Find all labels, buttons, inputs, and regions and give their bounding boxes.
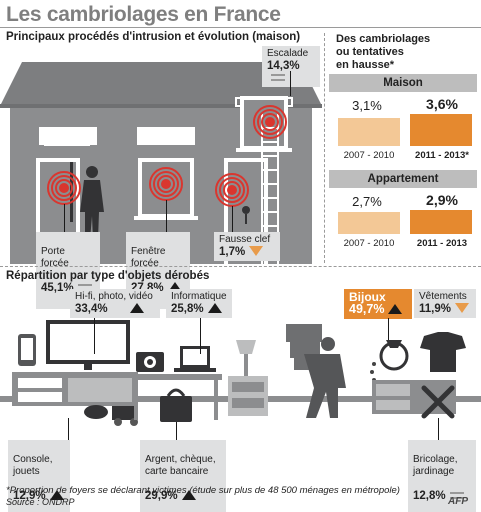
label-info: Informatique 25,8%	[166, 289, 232, 318]
appart-p1: 2007 - 2010	[343, 238, 395, 249]
maison-v2: 3,6%	[426, 96, 458, 112]
maison-p2: 2011 - 2013*	[415, 150, 469, 161]
clef-pct: 1,7%	[219, 246, 246, 258]
escalade-pct: 14,3%	[267, 60, 300, 72]
maison-p1: 2007 - 2010	[343, 150, 395, 161]
page-title: Les cambriolages en France	[6, 3, 281, 26]
appart-v1: 2,7%	[352, 194, 382, 209]
section-divider	[0, 266, 481, 267]
trend-down-icon	[454, 303, 469, 313]
leader-info	[200, 318, 201, 354]
clef-label: Fausse clef	[219, 234, 271, 245]
maison-bar-1	[338, 118, 400, 146]
trend-down-icon	[249, 246, 264, 256]
bijoux-pct: 49,7%	[349, 302, 385, 316]
leader-argent	[176, 422, 177, 440]
label-console: Console, jouets 12,9%	[8, 440, 70, 512]
section-intrusion-title: Principaux procédés d'intrusion et évolu…	[6, 31, 301, 43]
escalade-label: Escalade	[267, 48, 309, 59]
trend-up-icon	[207, 303, 222, 313]
afp-logo: AFP	[448, 496, 468, 507]
leader-bijoux	[388, 318, 389, 340]
info-pct: 25,8%	[171, 303, 204, 315]
label-argent: Argent, chèque, carte bancaire 29,9%	[140, 440, 226, 512]
trend-up-icon	[388, 304, 403, 314]
stable-icon	[271, 74, 285, 81]
stable-icon	[449, 492, 464, 499]
hifi-label: Hi-fi, photo, vidéo	[75, 291, 153, 302]
target-escalade	[253, 105, 287, 139]
fenetre-label: Fenêtre forcée	[131, 246, 166, 269]
vetements-pct: 11,9%	[419, 303, 451, 315]
porte-label: Porte forcée	[41, 246, 69, 269]
label-bijoux: Bijoux 49,7%	[344, 289, 412, 319]
trend-up-icon	[167, 282, 182, 292]
appart-bar-2	[410, 210, 472, 234]
trend-up-icon	[181, 490, 196, 500]
maison-bar-2	[410, 114, 472, 146]
porte-pct: 45,1%	[41, 282, 74, 294]
argent-pct: 29,9%	[145, 490, 178, 502]
label-vetements: Vêtements 11,9%	[414, 289, 476, 318]
bricolage-label: Bricolage, jardinage	[413, 454, 458, 477]
leader-hifi	[94, 318, 95, 354]
appart-p2: 2011 - 2013	[416, 238, 468, 249]
section-objects-title: Répartition par type d'objets dérobés	[6, 270, 210, 282]
title-divider	[0, 27, 481, 28]
panel-title: Des cambriolages ou tentatives en hausse…	[336, 33, 431, 71]
maison-v1: 3,1%	[352, 98, 382, 113]
leader-porte	[64, 204, 65, 232]
vetements-label: Vêtements	[419, 291, 467, 302]
objects-illustration	[0, 320, 481, 426]
band-maison: Maison	[329, 74, 477, 92]
trend-up-icon	[129, 303, 144, 313]
appart-v2: 2,9%	[426, 192, 458, 208]
argent-label: Argent, chèque, carte bancaire	[145, 454, 216, 477]
label-escalade: Escalade 14,3%	[262, 46, 320, 87]
target-clef	[215, 173, 249, 207]
source: Source : ONDRP	[6, 497, 75, 507]
band-appartement: Appartement	[329, 170, 477, 188]
leader-clef	[232, 206, 233, 232]
label-bricolage: Bricolage, jardinage 12,8%	[408, 440, 476, 512]
target-fenetre	[149, 167, 183, 201]
target-porte	[47, 171, 81, 205]
console-pct: 12,9%	[13, 490, 46, 502]
console-label: Console, jouets	[13, 454, 53, 477]
hifi-pct: 33,4%	[75, 303, 108, 315]
label-clef: Fausse clef 1,7%	[214, 232, 280, 261]
leader-bricolage	[438, 418, 439, 440]
label-hifi: Hi-fi, photo, vidéo 33,4%	[70, 289, 160, 318]
bricolage-pct: 12,8%	[413, 490, 446, 502]
footnote: *Proportion de foyers se déclarant victi…	[6, 485, 400, 496]
panel-divider	[324, 33, 325, 263]
info-label: Informatique	[171, 291, 227, 302]
leader-fenetre	[166, 200, 167, 232]
leader-console	[68, 418, 69, 440]
appart-bar-1	[338, 212, 400, 234]
leader-escalade	[290, 71, 291, 96]
bijoux-label: Bijoux	[349, 290, 386, 304]
trend-up-icon	[49, 490, 64, 500]
